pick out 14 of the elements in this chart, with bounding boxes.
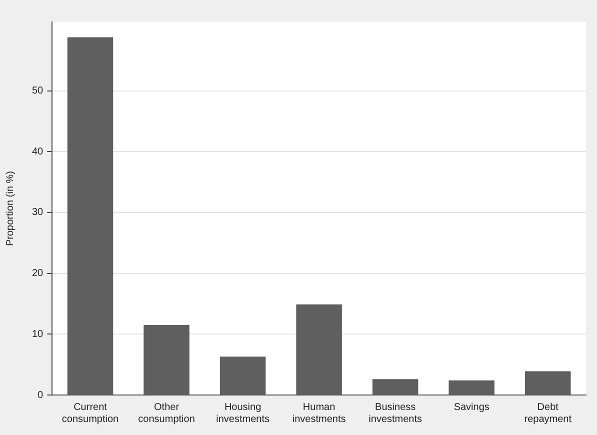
x-tick-label: Debt repayment <box>524 402 572 425</box>
x-tick-label: Savings <box>454 402 490 413</box>
y-tick-label: 30 <box>32 207 44 218</box>
x-tick-label: Human investments <box>292 402 346 425</box>
x-tick-label: Housing investments <box>216 402 270 425</box>
x-tick-label: Current consumption <box>62 402 119 425</box>
y-tick-label: 40 <box>32 146 44 158</box>
y-tick-label: 20 <box>32 268 44 280</box>
y-tick-label: 50 <box>32 86 44 97</box>
x-tick-label: Business investments <box>368 402 422 425</box>
x-tick-label: Other consumption <box>138 402 195 425</box>
y-tick-label: 0 <box>38 390 44 401</box>
y-axis-title: Proportion (in %) <box>4 170 16 246</box>
y-tick-label: 10 <box>32 328 44 340</box>
